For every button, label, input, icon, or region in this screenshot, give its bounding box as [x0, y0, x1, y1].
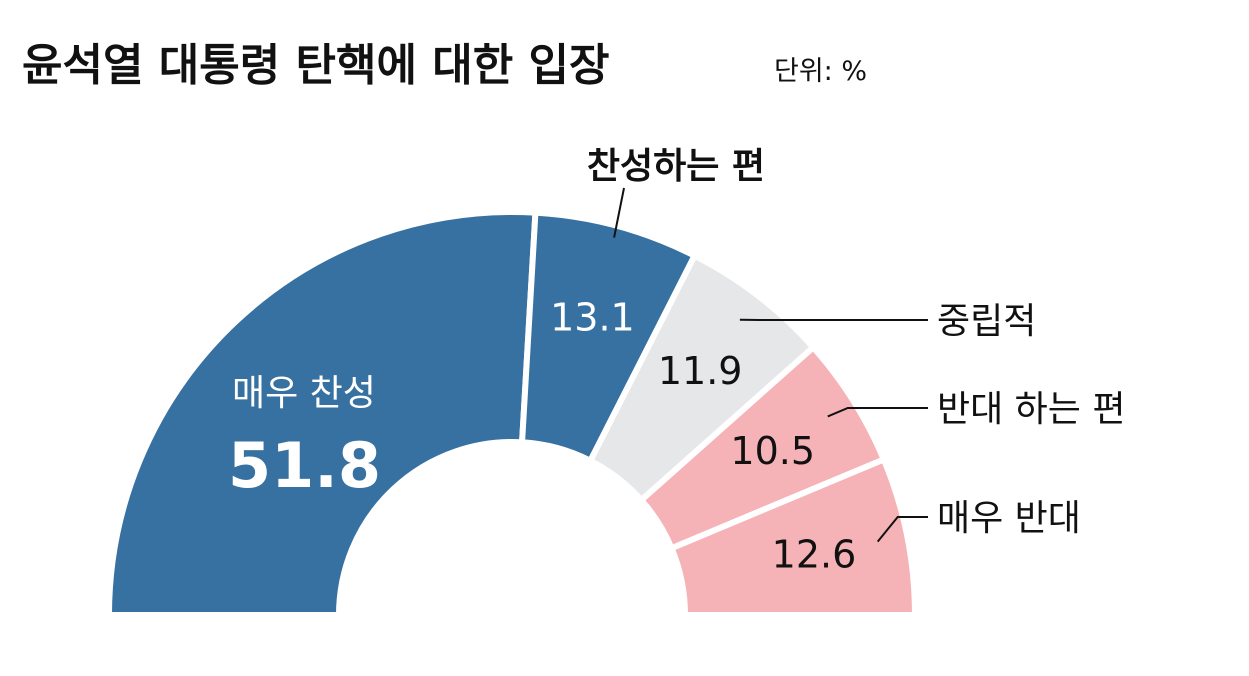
value-neutral: 11.9 — [658, 349, 743, 393]
value-very-agree: 51.8 — [228, 429, 381, 502]
slices — [105, 209, 919, 618]
value-somewhat-agree: 13.1 — [550, 296, 635, 340]
label-somewhat-disagree: 반대 하는 편 — [937, 389, 1126, 430]
labels: 매우 찬성 51.8 13.1 찬성하는 편 11.9 중립적 10.5 반대 하는 편 12.… — [228, 146, 1126, 576]
unit-label: 단위: % — [774, 56, 867, 87]
leader-line-very-disagree — [876, 516, 928, 543]
value-somewhat-disagree: 10.5 — [730, 429, 815, 473]
chart-title: 윤석열 대통령 탄핵에 대한 입장 — [22, 40, 610, 91]
slice-very-agree — [105, 209, 539, 618]
slice-very-disagree — [667, 455, 919, 618]
leader-line-somewhat-agree — [613, 187, 625, 238]
leader-line-somewhat-disagree — [827, 407, 928, 418]
label-somewhat-agree: 찬성하는 편 — [587, 146, 765, 187]
label-neutral: 중립적 — [937, 301, 1036, 342]
value-very-disagree: 12.6 — [772, 532, 857, 576]
label-very-agree: 매우 찬성 — [232, 373, 376, 414]
label-very-disagree: 매우 반대 — [937, 498, 1081, 539]
